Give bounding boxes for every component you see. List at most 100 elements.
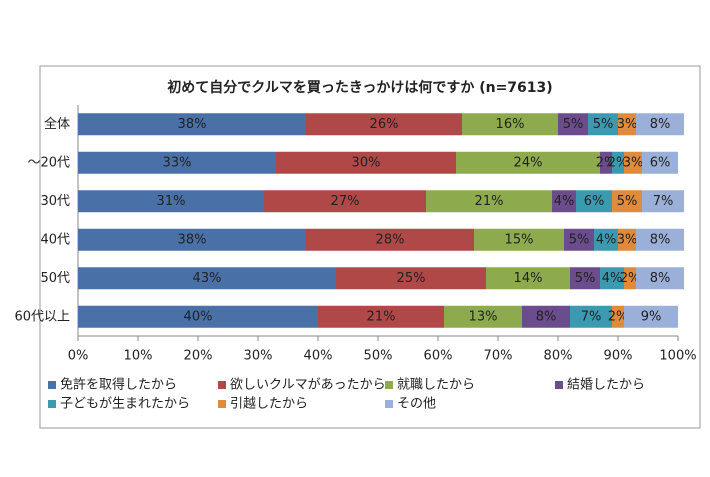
data-label: 7% [581, 309, 602, 324]
data-label: 3% [617, 232, 638, 247]
data-label: 25% [397, 271, 426, 286]
data-label: 33% [163, 155, 192, 170]
x-tick-label: 30% [244, 349, 273, 364]
bar-segment [78, 267, 336, 290]
data-label: 8% [650, 232, 671, 247]
x-tick-label: 10% [124, 349, 153, 364]
y-tick-label: 40代 [40, 232, 70, 247]
bar-segment [78, 228, 306, 251]
bar-segment [336, 267, 486, 290]
data-label: 27% [331, 194, 360, 209]
bar-segment [600, 267, 624, 290]
x-tick-label: 90% [604, 349, 633, 364]
bar-segment [624, 305, 678, 328]
data-label: 2% [596, 155, 617, 170]
bar-segment [570, 267, 600, 290]
x-tick-label: 100% [659, 349, 696, 364]
data-label: 5% [569, 232, 590, 247]
bar-segment [276, 151, 456, 174]
y-tick-label: 50代 [40, 271, 70, 286]
bar-segment [618, 228, 636, 251]
bar-segment [600, 151, 612, 174]
x-tick-label: 80% [544, 349, 573, 364]
legend-label: 欲しいクルマがあったから [230, 377, 386, 393]
bar-segment [624, 267, 636, 290]
bar-segment [594, 228, 618, 251]
data-label: 21% [367, 309, 396, 324]
bar-segment [78, 113, 306, 136]
y-tick-label: 60代以上 [14, 309, 70, 324]
bar-segment [78, 151, 276, 174]
data-label: 2% [620, 271, 641, 286]
data-label: 2% [608, 309, 629, 324]
bar-segment [426, 190, 552, 213]
bar-segment [588, 113, 618, 136]
data-label: 5% [617, 194, 638, 209]
legend-label: 免許を取得したから [60, 377, 177, 393]
data-label: 40% [184, 309, 213, 324]
legend-swatch [48, 400, 56, 408]
bar-segment [264, 190, 426, 213]
bar-segment [636, 267, 684, 290]
x-tick-label: 70% [484, 349, 513, 364]
legend-swatch [555, 381, 563, 389]
data-label: 28% [376, 232, 405, 247]
bar-segment [636, 113, 684, 136]
legend-swatch [385, 381, 393, 389]
bar-segment [564, 228, 594, 251]
bar-segment [612, 151, 624, 174]
x-tick-label: 0% [68, 349, 89, 364]
bar-segment [618, 113, 636, 136]
bar-segment [462, 113, 558, 136]
data-label: 38% [178, 117, 207, 132]
bar-segment [474, 228, 564, 251]
legend-label: 引越したから [230, 397, 308, 412]
data-label: 8% [650, 271, 671, 286]
bar-segment [612, 190, 642, 213]
y-tick-label: 30代 [40, 194, 70, 209]
legend-label: 結婚したから [567, 378, 645, 393]
data-label: 15% [505, 232, 534, 247]
bar-segment [642, 151, 678, 174]
data-label: 21% [475, 194, 504, 209]
data-label: 2% [608, 155, 629, 170]
bar-segment [486, 267, 570, 290]
bar-segment [570, 305, 612, 328]
y-tick-label: 全体 [44, 116, 70, 132]
x-tick-label: 60% [424, 349, 453, 364]
bar-segment [552, 190, 576, 213]
data-label: 30% [352, 155, 381, 170]
bar-segment [522, 305, 570, 328]
bar-segment [306, 113, 462, 136]
data-label: 9% [641, 309, 662, 324]
legend-swatch [218, 381, 226, 389]
bar-segment [306, 228, 474, 251]
x-tick-label: 20% [184, 349, 213, 364]
bar-segment [78, 190, 264, 213]
data-label: 24% [514, 155, 543, 170]
data-label: 8% [650, 117, 671, 132]
legend-swatch [218, 400, 226, 408]
data-label: 3% [617, 117, 638, 132]
data-label: 26% [370, 117, 399, 132]
bar-segment [636, 228, 684, 251]
legend-label: 子どもが生まれたから [60, 397, 190, 412]
data-label: 5% [575, 271, 596, 286]
data-label: 4% [602, 271, 623, 286]
data-label: 13% [469, 309, 498, 324]
data-label: 5% [563, 117, 584, 132]
data-label: 43% [193, 271, 222, 286]
bar-segment [576, 190, 612, 213]
data-label: 4% [554, 194, 575, 209]
bar-segment [624, 151, 642, 174]
bar-segment [642, 190, 684, 213]
data-label: 4% [596, 232, 617, 247]
data-label: 16% [496, 117, 525, 132]
x-tick-label: 40% [304, 349, 333, 364]
legend-swatch [48, 381, 56, 389]
chart-title: 初めて自分でクルマを買ったきっかけは何ですか (n=7613) [167, 79, 552, 96]
data-label: 7% [653, 194, 674, 209]
x-tick-label: 50% [364, 349, 393, 364]
legend-label: その他 [397, 397, 436, 412]
bar-segment [78, 305, 318, 328]
